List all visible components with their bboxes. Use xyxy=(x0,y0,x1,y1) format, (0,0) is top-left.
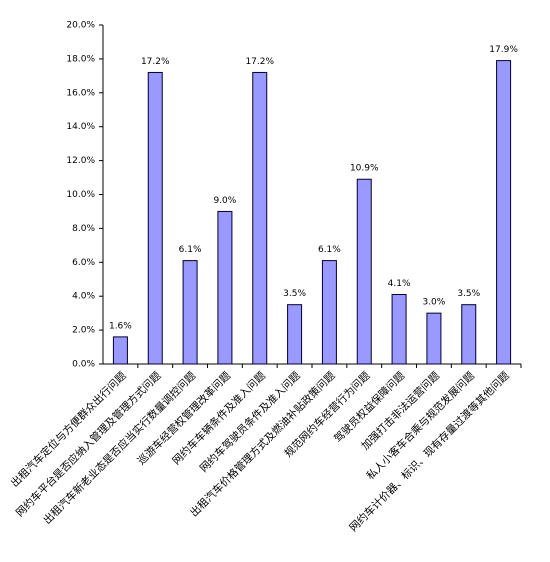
bar xyxy=(217,210,233,365)
bar xyxy=(287,304,303,365)
value-label: 9.0% xyxy=(213,196,236,206)
value-label: 17.2% xyxy=(141,57,170,67)
value-label: 6.1% xyxy=(179,245,202,255)
value-label: 4.1% xyxy=(388,279,411,289)
value-label: 17.9% xyxy=(489,45,518,55)
y-tick-label: 6.0% xyxy=(72,258,95,268)
bar xyxy=(147,71,163,365)
y-tick-label: 12.0% xyxy=(66,156,95,166)
x-tick-label: 网约车计价器、标识、现有存量过渡等其他问题 xyxy=(347,369,512,534)
y-tick-label: 20.0% xyxy=(66,21,95,31)
value-label: 3.5% xyxy=(283,289,306,299)
value-label: 17.2% xyxy=(245,57,274,67)
y-tick-label: 16.0% xyxy=(66,88,95,98)
value-label: 1.6% xyxy=(109,321,132,331)
y-tick-label: 4.0% xyxy=(72,292,95,302)
y-tick-label: 14.0% xyxy=(66,122,95,132)
value-label: 6.1% xyxy=(318,245,341,255)
value-label: 3.0% xyxy=(422,298,445,308)
value-label: 10.9% xyxy=(350,164,379,174)
bar xyxy=(426,312,442,365)
y-tick-label: 2.0% xyxy=(72,326,95,336)
y-tick-label: 0.0% xyxy=(72,360,95,370)
bar xyxy=(321,260,337,365)
bar xyxy=(112,336,128,365)
bar xyxy=(496,60,512,365)
value-label: 3.5% xyxy=(457,289,480,299)
bar xyxy=(461,304,477,365)
x-tick-label: 网约车平台是否应纳入管理及管理方式问题 xyxy=(13,369,164,520)
y-tick-label: 10.0% xyxy=(66,190,95,200)
bar xyxy=(182,260,198,365)
bar xyxy=(391,294,407,365)
x-tick-label: 出租汽车新老业态是否应当实行数量调控问题 xyxy=(41,369,199,527)
y-tick-label: 8.0% xyxy=(72,224,95,234)
y-tick-label: 18.0% xyxy=(66,54,95,64)
bar xyxy=(356,178,372,365)
bar xyxy=(252,71,268,365)
